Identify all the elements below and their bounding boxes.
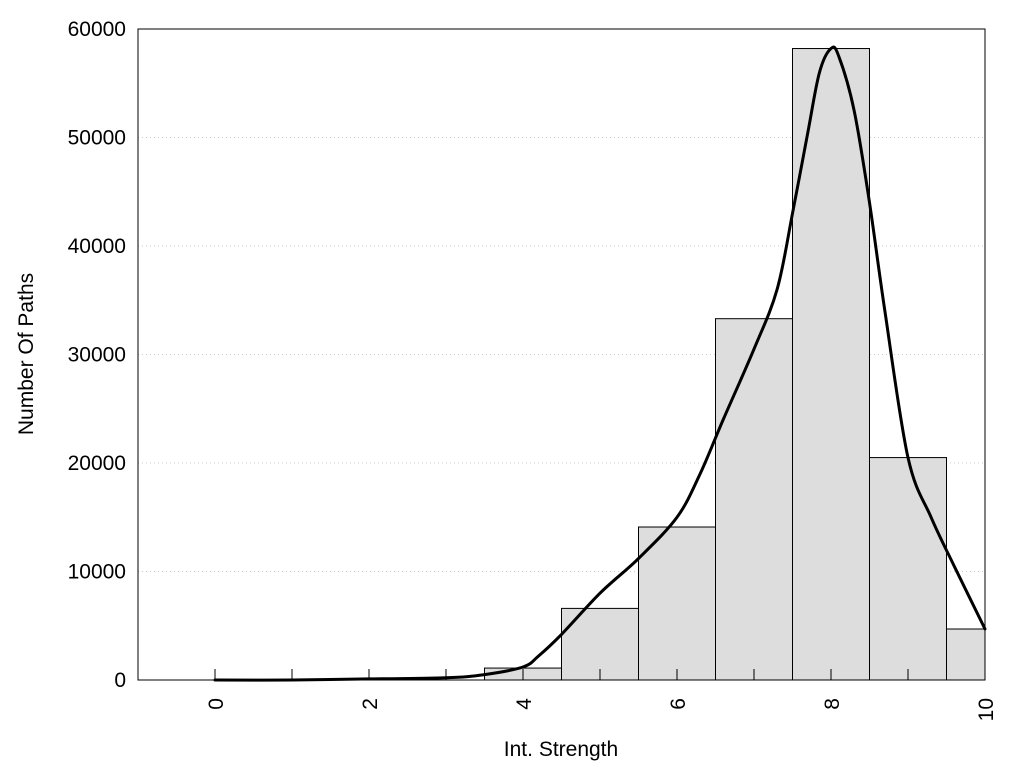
y-tick-label-50000: 50000 <box>68 127 126 150</box>
y-axis-ticks: 0 10000 20000 30000 40000 50000 60000 <box>68 18 126 692</box>
y-tick-label-60000: 60000 <box>68 18 126 41</box>
x-tick-label-10: 10 <box>975 698 998 721</box>
bar-8 <box>792 48 870 681</box>
y-tick-label-30000: 30000 <box>68 344 126 367</box>
x-tick-label-8: 8 <box>821 698 844 710</box>
bar-6 <box>638 526 716 681</box>
x-axis-label: Int. Strength <box>504 738 618 761</box>
x-tick-label-6: 6 <box>667 698 690 710</box>
x-tick-label-0: 0 <box>205 698 228 710</box>
y-axis-label: Number Of Paths <box>15 273 38 435</box>
y-tick-label-20000: 20000 <box>68 452 126 475</box>
y-tick-label-0: 0 <box>114 669 126 692</box>
density-curve <box>213 45 987 682</box>
bar-7 <box>715 318 793 681</box>
bar-9 <box>869 457 947 681</box>
histogram-bars <box>176 48 986 681</box>
y-tick-label-40000: 40000 <box>68 235 126 258</box>
x-tick-label-2: 2 <box>359 698 382 710</box>
x-tick-label-4: 4 <box>513 698 536 710</box>
x-axis-ticks: 0 2 4 6 8 10 <box>205 669 998 721</box>
bar-10 <box>946 628 986 681</box>
y-tick-label-10000: 10000 <box>68 561 126 584</box>
plot-frame <box>137 28 986 681</box>
